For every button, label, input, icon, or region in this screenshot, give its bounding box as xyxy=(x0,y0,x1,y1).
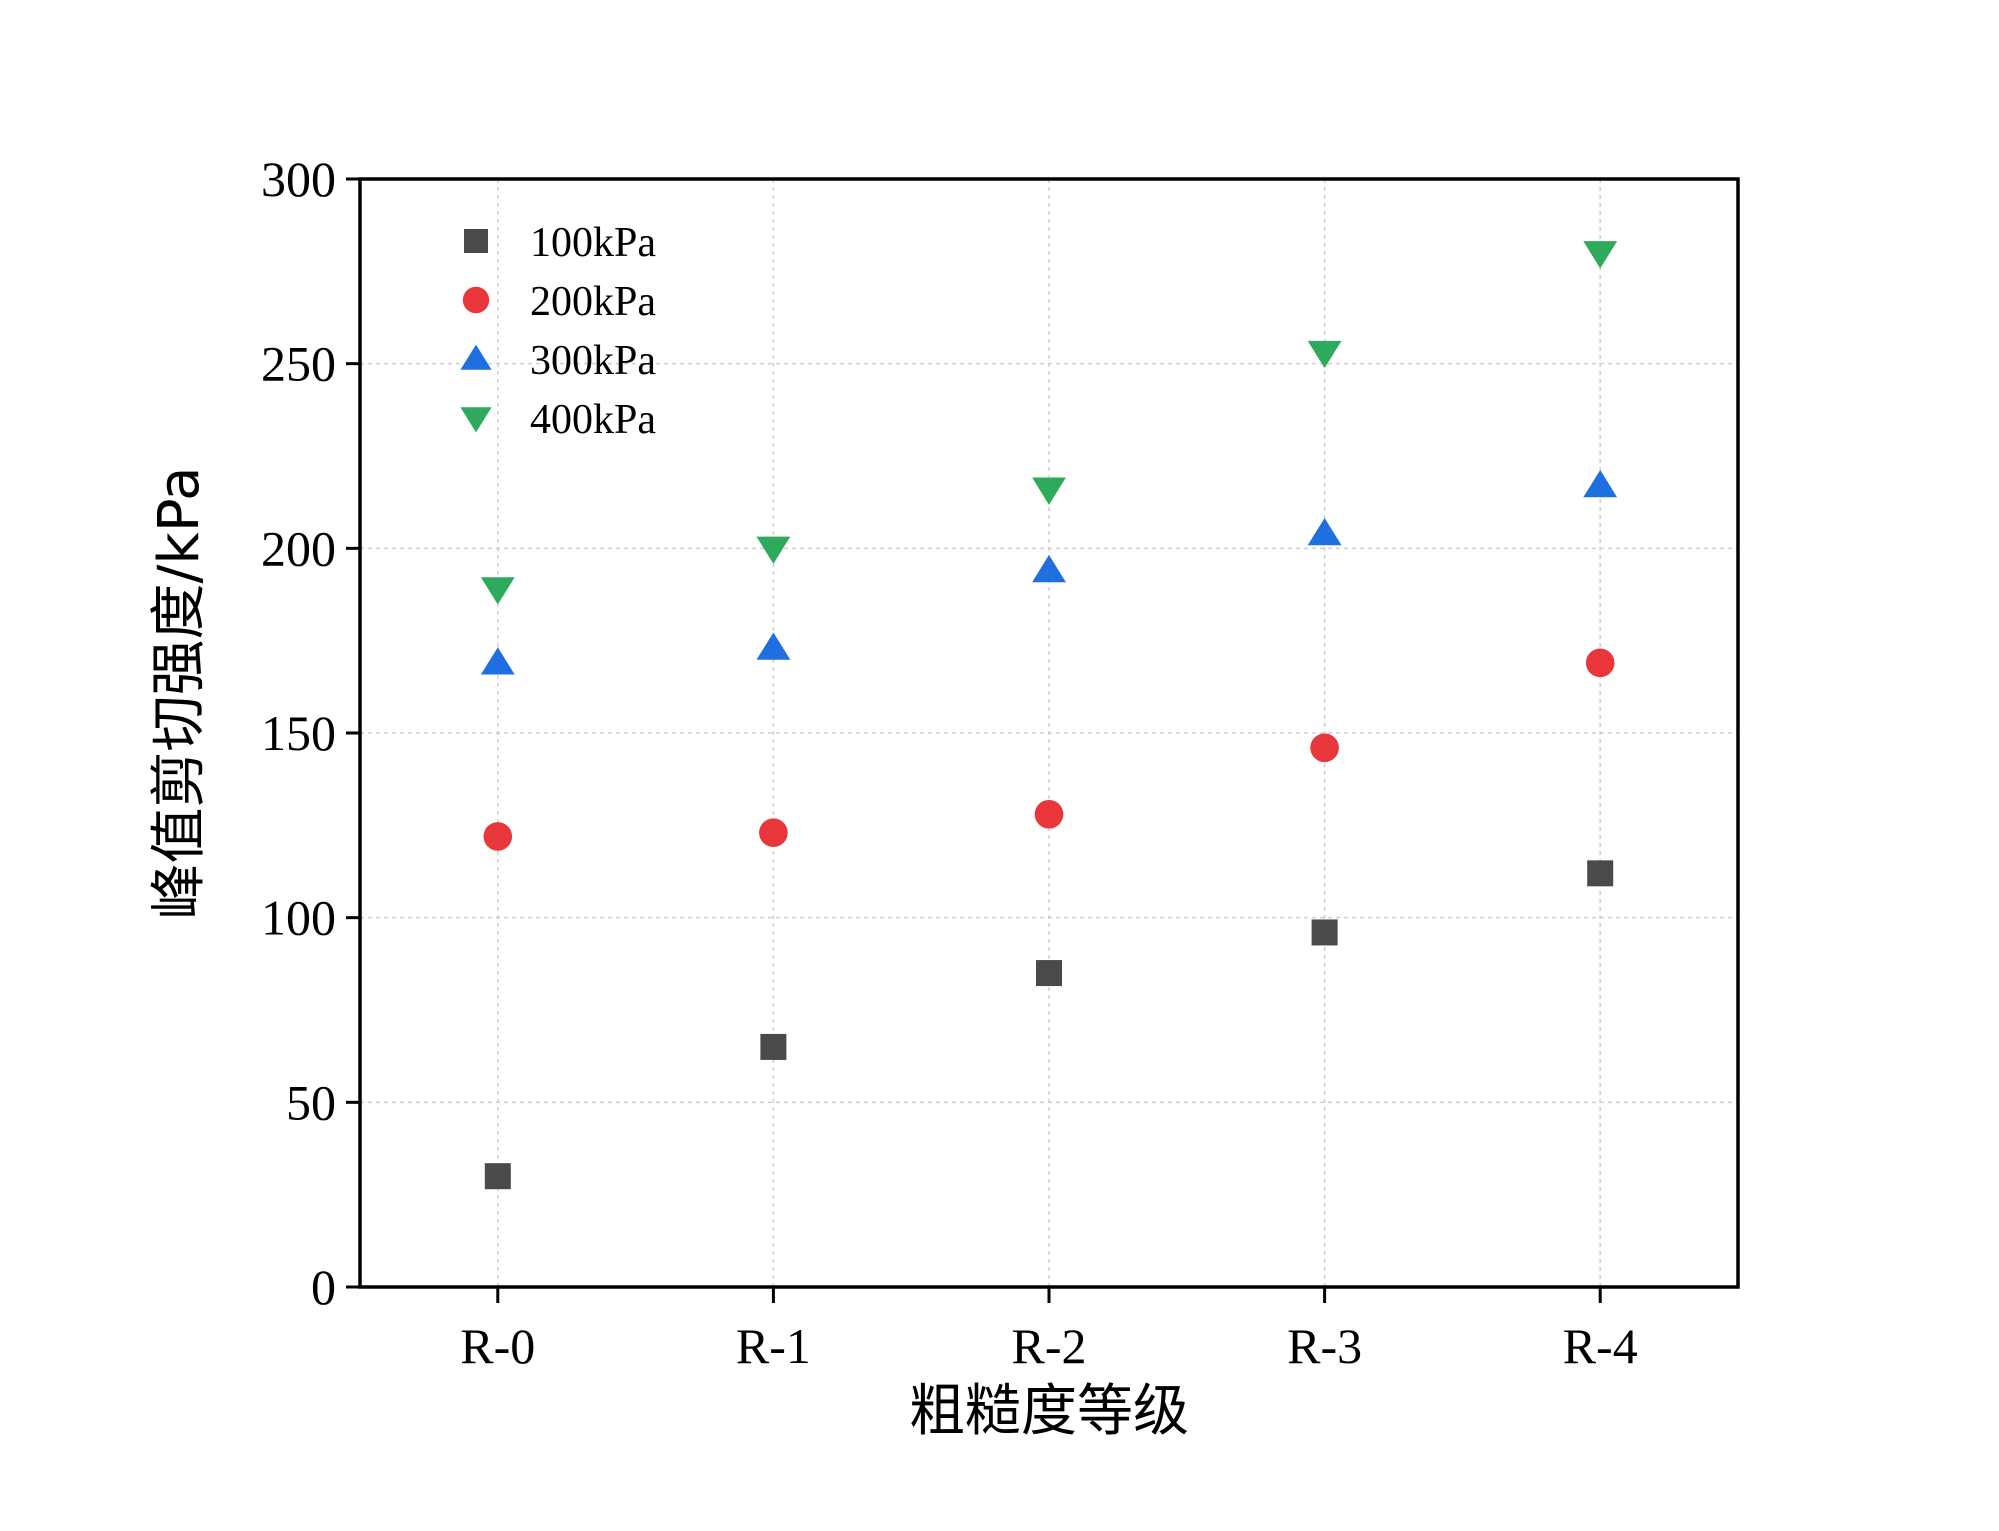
data-point xyxy=(1034,799,1064,829)
data-point xyxy=(1310,733,1339,763)
data-point xyxy=(1583,469,1618,498)
legend-marker xyxy=(464,229,488,253)
data-point xyxy=(1583,241,1618,269)
data-point xyxy=(1032,477,1066,505)
legend-marker xyxy=(462,286,490,314)
x-axis-title: 粗糙度等级 xyxy=(909,1379,1189,1444)
legend-marker xyxy=(460,407,492,433)
y-tick-label: 100 xyxy=(261,890,336,946)
data-point xyxy=(1307,340,1342,369)
data-point xyxy=(1307,517,1342,546)
legend-label: 400kPa xyxy=(530,397,656,443)
legend: 100kPa 200kPa 300kPa 400kPa xyxy=(460,220,656,443)
y-tick-label: 50 xyxy=(286,1074,336,1130)
y-tick-label: 250 xyxy=(261,336,336,392)
y-tick-label: 150 xyxy=(261,705,336,761)
x-tick-label: R-3 xyxy=(1287,1318,1362,1374)
data-point xyxy=(756,632,791,660)
x-tick-label: R-4 xyxy=(1563,1318,1638,1374)
x-tick-label: R-2 xyxy=(1012,1318,1087,1374)
legend-label: 300kPa xyxy=(530,338,656,384)
data-point xyxy=(483,822,513,851)
legend-label: 200kPa xyxy=(530,279,656,325)
data-point xyxy=(756,536,791,564)
y-tick-label: 200 xyxy=(261,520,336,576)
y-tick-label: 300 xyxy=(261,151,336,207)
data-point xyxy=(760,1033,787,1060)
x-tick-label: R-1 xyxy=(736,1318,811,1374)
legend-marker xyxy=(460,344,492,370)
legend-label: 100kPa xyxy=(530,220,656,266)
data-point xyxy=(1585,648,1615,678)
grid-lines xyxy=(360,179,1738,1287)
data-point xyxy=(480,647,515,675)
data-point xyxy=(1311,919,1338,946)
data-point xyxy=(484,1163,511,1190)
axis-ticks: 0 50 100 150 200 250 300 R-0 R-1 R-2 R-3 R-4 xyxy=(261,151,1638,1374)
data-point xyxy=(480,577,515,605)
data-marks xyxy=(480,241,1618,1190)
data-point xyxy=(1587,860,1614,887)
data-point xyxy=(1036,960,1062,987)
y-axis-title: 峰值剪切强度/kPa xyxy=(147,467,212,920)
data-point xyxy=(1032,554,1066,583)
y-tick-label: 0 xyxy=(311,1259,336,1315)
data-point xyxy=(759,818,788,848)
x-tick-label: R-0 xyxy=(460,1318,535,1374)
